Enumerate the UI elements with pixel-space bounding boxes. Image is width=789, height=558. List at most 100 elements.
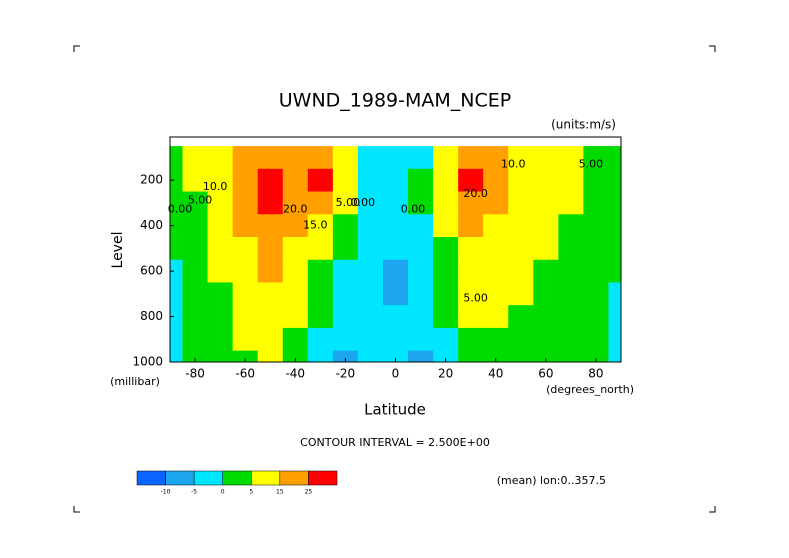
field-cell [232,146,259,170]
field-cell [332,282,359,306]
field-cell [207,350,234,363]
field-cell [282,237,309,261]
contour-label: 5.00 [463,291,488,304]
contour-label: 0.00 [401,203,426,216]
chart-title: UWND_1989-MAM_NCEP [279,90,511,112]
field-cell [282,305,309,329]
field-cell [170,327,184,352]
field-cell [207,327,234,352]
y-axis-label: Level [110,232,126,269]
field-cell [382,305,409,329]
y-unit-label: (millibar) [110,375,160,388]
colorbar-label: 25 [305,489,313,496]
field-cell [508,282,534,306]
field-cell [307,305,334,329]
field-cell [357,191,384,215]
field-cell [508,191,534,215]
field-cell [207,191,234,215]
contour-label: 5.00 [336,196,361,209]
colorbar-label: 15 [276,489,284,496]
field-cell [508,350,534,363]
field-cell [257,305,284,329]
field-cell [583,259,609,283]
field-cell [382,237,409,261]
field-cell [332,350,359,363]
field-cell [282,214,309,238]
field-cell [533,214,559,238]
field-cell [608,350,622,363]
field-cell [533,237,559,261]
field-cell [508,259,534,283]
field-cell [282,146,309,170]
field-cell [382,191,409,215]
field-cell [332,305,359,329]
colorbar-label: 0 [221,489,225,496]
field-cell [232,327,259,352]
colorbar-box [251,470,281,486]
field-cell [170,191,184,215]
field-cell [257,237,284,261]
field-cell [207,168,234,193]
field-cell [282,282,309,306]
colorbar-box [193,470,223,486]
field-cell [207,305,234,329]
colorbar-label: -10 [161,489,171,496]
field-cell [282,259,309,283]
field-cell [558,327,584,352]
field-cell [382,214,409,238]
field-cell [207,214,234,238]
field-cell [508,305,534,329]
x-unit-label: (degrees_north) [546,383,634,396]
contour-label: 0.00 [351,196,376,209]
field-cell [458,191,484,215]
field-cell [433,282,459,306]
field-cell [332,191,359,215]
field-cell [357,146,384,170]
field-cell [583,327,609,352]
contour-label: 20.0 [283,203,308,216]
field-cell [182,168,209,193]
field-cell [558,259,584,283]
field-cell [433,168,459,193]
field-cell [583,146,609,170]
field-cell [307,191,334,215]
field-cell [508,214,534,238]
field-cell [257,168,284,193]
field-cell [307,146,334,170]
field-cell [257,327,284,352]
colorbar-box [222,470,252,486]
field-cell [408,282,434,306]
field-cell [332,327,359,352]
field-cell [257,259,284,283]
subtitle: (units:m/s) [551,118,616,132]
field-cell [408,259,434,283]
field-cell [170,282,184,306]
field-cell [483,305,509,329]
field-cell [583,191,609,215]
field-cell [357,237,384,261]
field-cell [533,191,559,215]
field-cell [458,168,484,193]
field-cell [307,282,334,306]
x-axis-label: Latitude [364,401,426,419]
field-cell [608,259,622,283]
field-cell [533,259,559,283]
x-tick-label: -60 [235,367,255,381]
field-cell [170,350,184,363]
field-cell [408,237,434,261]
corner-marks [73,45,716,513]
contour-label: 0.00 [168,203,193,216]
field-cell [232,350,259,363]
field-cell [558,350,584,363]
field-cell [182,214,209,238]
field-cell [408,146,434,170]
field-cell [182,350,209,363]
field-cell [257,214,284,238]
colorbar-box [165,470,195,486]
field-cell [433,146,459,170]
field-cell [433,259,459,283]
field-cell [433,237,459,261]
field-cell [257,146,284,170]
field-cell [533,327,559,352]
